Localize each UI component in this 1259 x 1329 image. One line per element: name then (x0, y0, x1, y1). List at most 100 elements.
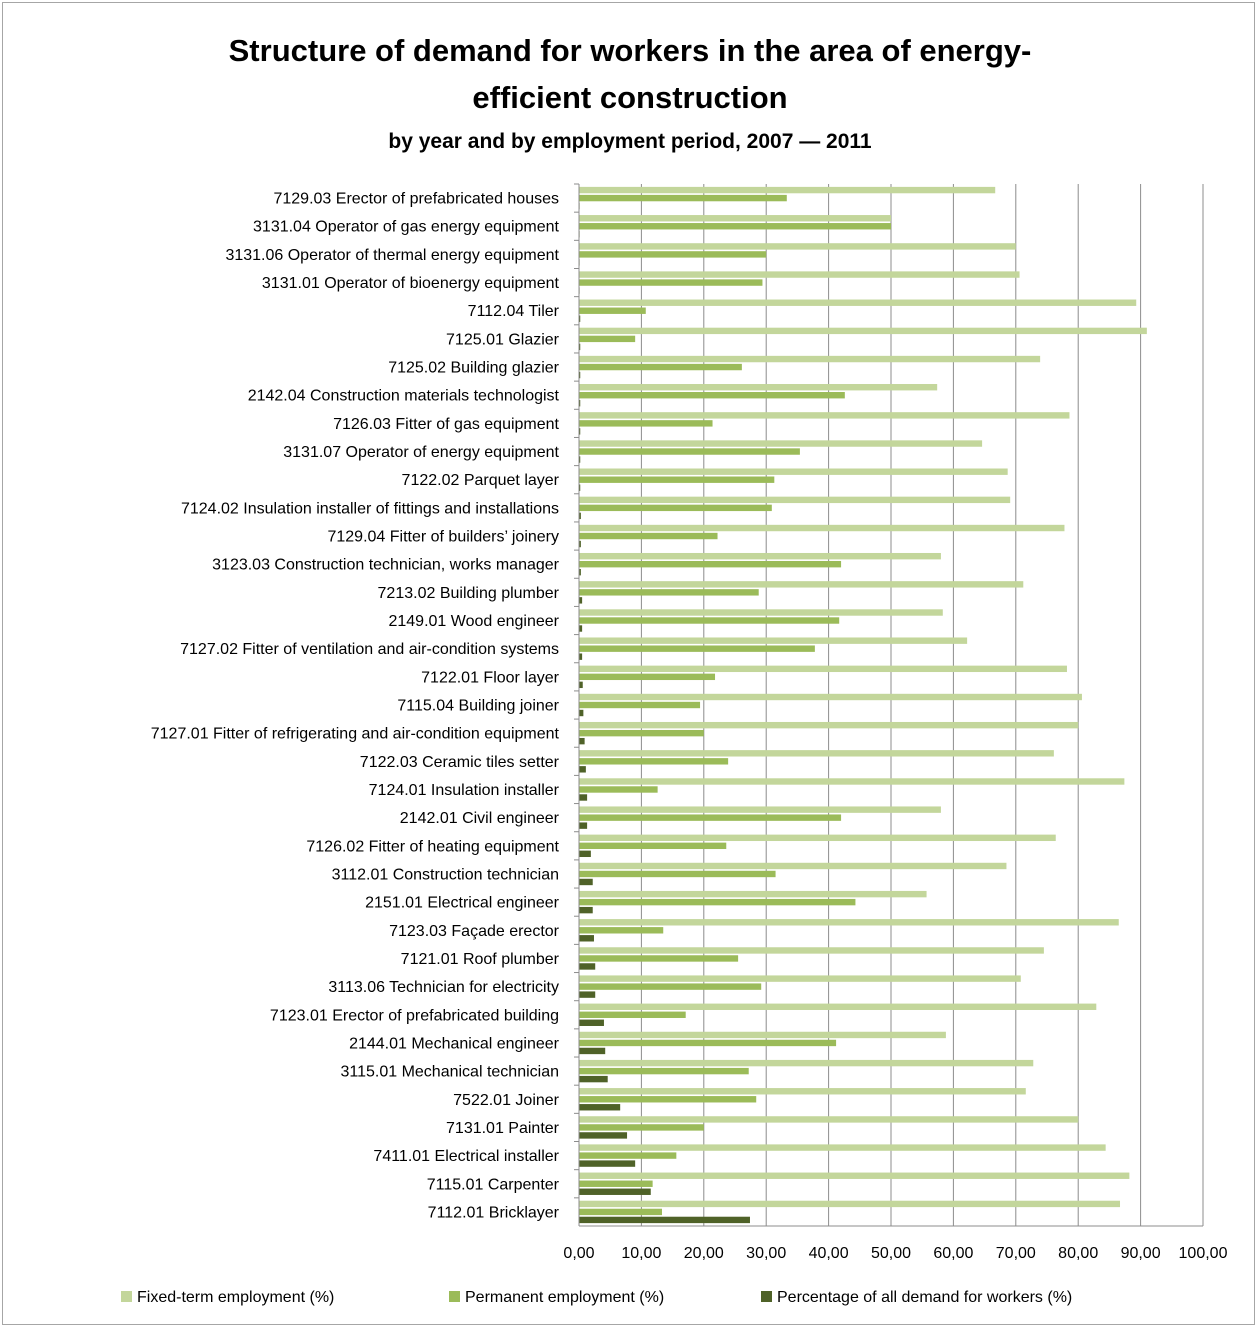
legend-swatch-1 (121, 1291, 132, 1302)
bar-series-1 (579, 975, 1021, 982)
bar-series-3 (579, 371, 581, 379)
bar-series-2 (579, 448, 800, 455)
x-tick-label: 60,00 (933, 1245, 973, 1262)
bar-series-2 (579, 223, 891, 230)
bar-series-3 (579, 935, 594, 942)
bar-series-2 (579, 870, 776, 878)
axes (574, 183, 1203, 1227)
bar-series-3 (579, 850, 591, 858)
legend-swatch-2 (449, 1291, 460, 1302)
bars (579, 186, 1147, 1224)
bar-series-1 (579, 1031, 946, 1039)
category-label: 3113.06 Technician for electricity (328, 979, 559, 996)
bar-series-1 (579, 1172, 1130, 1179)
bar-series-1 (579, 806, 941, 813)
bar-series-1 (579, 637, 968, 644)
bar-series-3 (579, 794, 588, 801)
x-tick-label: 100,00 (1179, 1245, 1228, 1262)
bar-series-2 (579, 1208, 662, 1216)
bar-series-3 (579, 991, 596, 998)
bar-series-1 (579, 862, 1007, 870)
bar-series-2 (579, 1067, 749, 1075)
bar-series-1 (579, 609, 943, 616)
category-label: 2144.01 Mechanical engineer (349, 1035, 560, 1052)
bar-series-3 (579, 343, 581, 351)
bar-series-3 (579, 1132, 628, 1139)
bar-series-2 (579, 307, 646, 314)
category-label: 7129.03 Erector of prefabricated houses (273, 191, 559, 208)
legend-label-1: Fixed-term employment (%) (137, 1289, 334, 1306)
x-tick-label: 20,00 (684, 1245, 724, 1262)
category-label: 7122.03 Ceramic tiles setter (360, 754, 560, 771)
bar-series-3 (579, 315, 581, 322)
bar-series-3 (579, 625, 583, 632)
bar-series-1 (579, 215, 891, 222)
category-label: 7126.02 Fitter of heating equipment (306, 838, 559, 855)
bar-series-2 (579, 927, 664, 934)
chart-title-line-1: Structure of demand for workers in the a… (229, 33, 1032, 68)
bar-series-3 (579, 568, 581, 576)
bar-series-2 (579, 673, 716, 681)
bar-series-1 (579, 552, 941, 560)
bar-series-3 (579, 1160, 636, 1167)
category-label: 7126.03 Fitter of gas equipment (333, 416, 559, 433)
bar-series-1 (579, 271, 1020, 278)
category-label: 3131.01 Operator of bioenergy equipment (262, 275, 560, 292)
x-tick-labels: 0,00 10,00 20,00 30,00 40,00 50,00 60,00 70,00 8… (563, 1245, 1227, 1262)
bar-series-1 (579, 243, 1016, 250)
bar-series-1 (579, 581, 1024, 588)
bar-series-3 (579, 1047, 606, 1055)
bar-series-1 (579, 834, 1056, 842)
chart-subtitle: by year and by employment period, 2007 —… (388, 130, 872, 153)
x-tick-label: 80,00 (1058, 1245, 1098, 1262)
bar-series-3 (579, 878, 593, 886)
bar-series-2 (579, 279, 763, 286)
bar-series-2 (579, 1124, 704, 1131)
bar-series-2 (579, 194, 787, 202)
bar-series-2 (579, 729, 704, 737)
bar-series-2 (579, 589, 759, 596)
category-label: 2142.04 Construction materials technolog… (248, 388, 560, 405)
bar-series-2 (579, 645, 815, 652)
bar-series-3 (579, 681, 583, 689)
bar-series-1 (579, 1116, 1079, 1123)
category-label: 3131.07 Operator of energy equipment (283, 444, 559, 461)
bar-series-2 (579, 617, 840, 624)
category-label: 7125.01 Glazier (446, 331, 560, 348)
category-label: 7112.04 Tiler (468, 303, 560, 320)
bar-series-3 (579, 512, 581, 520)
bar-series-1 (579, 750, 1054, 757)
bar-series-1 (579, 186, 996, 194)
category-label: 2142.01 Civil engineer (400, 810, 560, 827)
bar-series-2 (579, 1180, 653, 1187)
category-label: 2149.01 Wood engineer (388, 613, 559, 630)
bar-series-3 (579, 737, 585, 745)
category-label: 7127.01 Fitter of refrigerating and air-… (151, 726, 560, 743)
category-label: 7123.01 Erector of prefabricated buildin… (270, 1007, 559, 1024)
bar-series-2 (579, 758, 729, 765)
bar-series-2 (579, 1152, 677, 1159)
legend: Fixed-term employment (%) Permanent emplo… (121, 1289, 1072, 1306)
category-label: 3115.01 Mechanical technician (340, 1064, 559, 1081)
category-label: 3123.03 Construction technician, works m… (212, 557, 560, 574)
category-label: 3131.06 Operator of thermal energy equip… (225, 247, 559, 264)
bar-series-1 (579, 299, 1137, 306)
bar-series-1 (579, 1003, 1097, 1010)
legend-label-2: Permanent employment (%) (465, 1289, 664, 1306)
bar-series-2 (579, 842, 727, 850)
bar-series-3 (579, 822, 588, 829)
category-label: 7115.04 Building joiner (397, 698, 559, 715)
bar-series-2 (579, 476, 775, 483)
bar-series-3 (579, 1104, 621, 1111)
bar-series-3 (579, 428, 581, 435)
x-tick-label: 90,00 (1121, 1245, 1161, 1262)
legend-label-3: Percentage of all demand for workers (%) (777, 1289, 1072, 1306)
category-label: 7522.01 Joiner (453, 1092, 560, 1109)
bar-series-1 (579, 327, 1147, 335)
bar-series-3 (579, 906, 593, 914)
bar-series-1 (579, 355, 1041, 363)
bar-series-2 (579, 1039, 837, 1047)
bar-series-1 (579, 1088, 1026, 1095)
category-labels: 7129.03 Erector of prefabricated houses 3… (151, 191, 560, 1222)
